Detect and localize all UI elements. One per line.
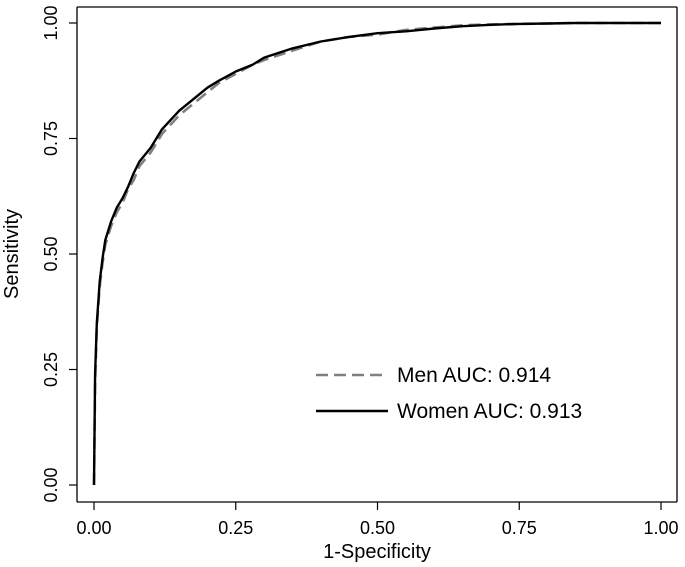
legend-label-men: Men AUC: 0.914 (397, 364, 551, 387)
x-tick-label: 0.75 (502, 518, 537, 538)
series-layer (92, 21, 661, 486)
y-tick-label: 1.00 (41, 5, 61, 40)
y-tick-label: 0.25 (41, 352, 61, 387)
legend: Men AUC: 0.914 Women AUC: 0.913 (316, 364, 582, 423)
series-line-men (92, 21, 661, 486)
x-tick-label: 0.25 (218, 518, 253, 538)
y-tick-label: 0.75 (41, 121, 61, 156)
x-tick-label: 0.00 (76, 518, 111, 538)
ticks: 0.00 0.25 0.50 0.75 1.00 0.00 0.25 0.50 0.75 1.00 (41, 5, 679, 538)
y-axis-title: Sensitivity (1, 209, 23, 299)
x-tick-label: 1.00 (643, 518, 678, 538)
series-line-women (92, 21, 661, 486)
y-tick-label: 0.00 (41, 467, 61, 502)
legend-label-women: Women AUC: 0.913 (397, 400, 582, 423)
axes (76, 6, 678, 503)
x-tick-label: 0.50 (360, 518, 395, 538)
y-tick-label: 0.50 (41, 236, 61, 271)
x-axis-title: 1-Specificity (323, 541, 431, 563)
